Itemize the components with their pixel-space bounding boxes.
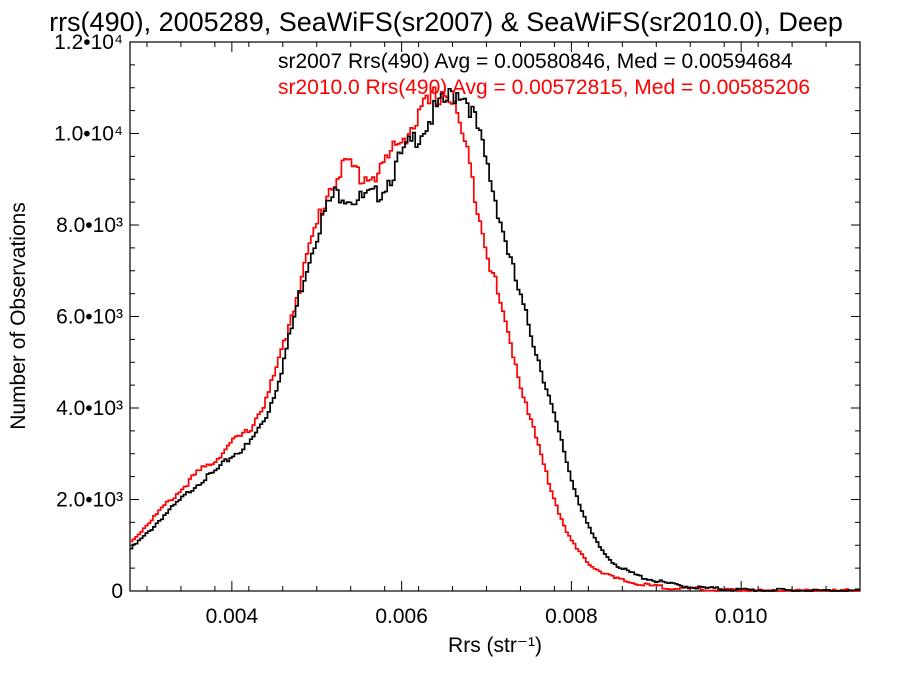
legend-entry: sr2010.0 Rrs(490) Avg = 0.00572815, Med … (278, 76, 810, 99)
y-tick-label: 4.0•10³ (56, 397, 123, 420)
x-axis-ticks: 0.004 0.006 0.008 0.010 (146, 42, 861, 628)
x-tick-label: 0.010 (715, 605, 768, 628)
y-tick-label: 1.2•10⁴ (54, 31, 123, 54)
y-tick-label: 8.0•10³ (56, 214, 123, 237)
chart-title: rrs(490), 2005289, SeaWiFS(sr2007) & Sea… (49, 7, 843, 37)
series-lines (130, 86, 860, 592)
y-tick-label: 0 (111, 580, 123, 603)
x-tick-label: 0.004 (206, 605, 259, 628)
y-axis-label: Number of Observations (7, 202, 30, 430)
plot-frame (129, 41, 861, 592)
series-line-0 (130, 87, 860, 592)
series-line-1 (130, 86, 860, 592)
y-tick-label: 2.0•10³ (56, 489, 123, 512)
y-axis-ticks: 0 2.0•10³ 4.0•10³ 6.0•10³ 8.0•10³ 1.0•10⁴ 1.2•… (54, 31, 860, 603)
x-axis-label: Rrs (str⁻¹) (448, 634, 542, 657)
legend-entry: sr2007 Rrs(490) Avg = 0.00580846, Med = … (278, 50, 793, 73)
x-tick-label: 0.006 (375, 605, 428, 628)
legend: sr2007 Rrs(490) Avg = 0.00580846, Med = … (278, 50, 810, 99)
x-tick-label: 0.008 (545, 605, 598, 628)
y-tick-label: 6.0•10³ (56, 306, 123, 329)
y-tick-label: 1.0•10⁴ (54, 123, 123, 146)
